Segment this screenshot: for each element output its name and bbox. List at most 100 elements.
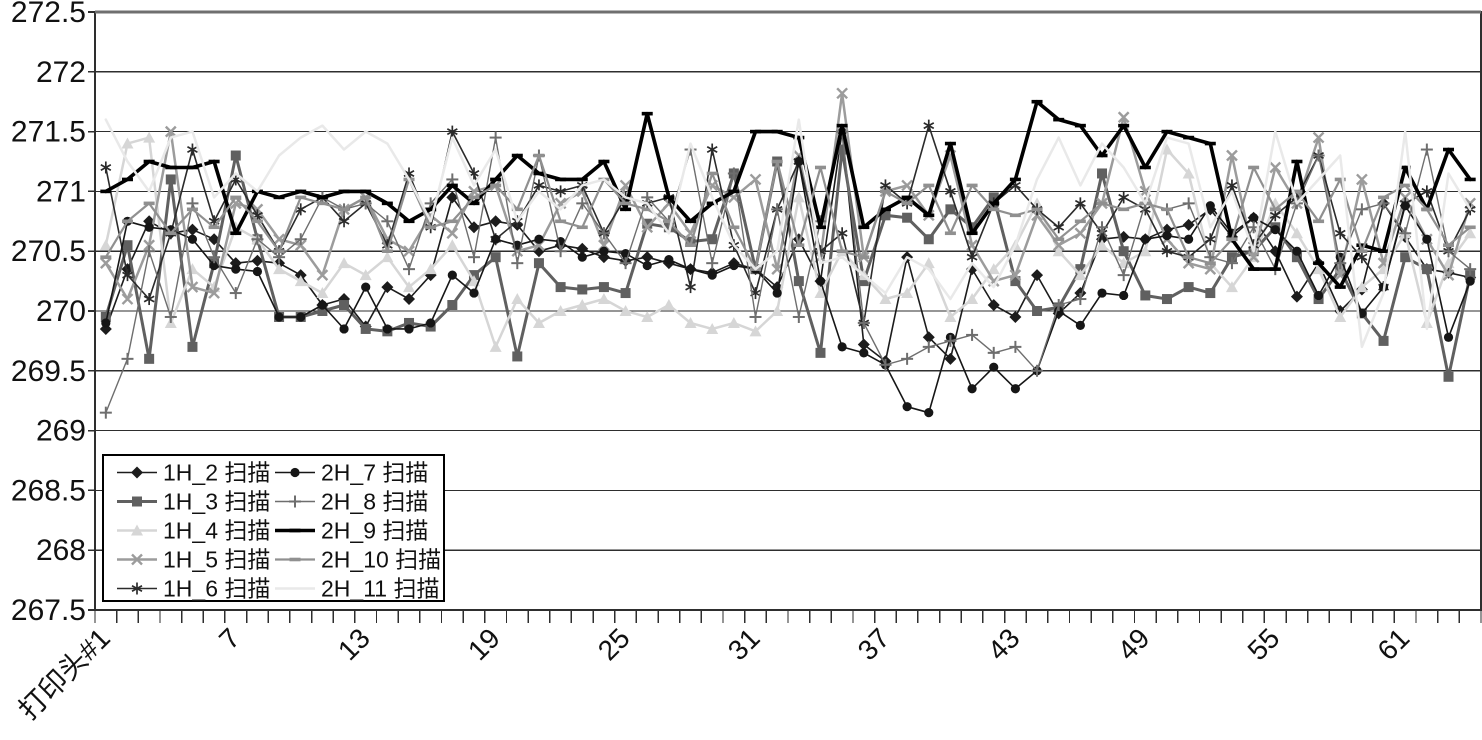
series-marker: [1031, 99, 1043, 104]
series-marker: [121, 219, 133, 224]
series-marker: [706, 322, 719, 334]
series-marker: [1182, 167, 1195, 179]
series-marker: [403, 281, 416, 293]
series-marker: [1139, 165, 1151, 170]
series-marker: [426, 318, 436, 328]
series-marker: [1096, 201, 1108, 206]
series-marker: [1334, 269, 1347, 281]
x-axis-tick-label: 13: [332, 622, 376, 666]
series-marker: [620, 207, 632, 212]
series-marker: [186, 223, 199, 236]
legend-label: 1H_6 扫描: [163, 576, 270, 602]
series-marker: [208, 225, 220, 230]
series-marker: [1269, 211, 1281, 219]
series-marker: [187, 146, 198, 154]
series-marker: [490, 177, 502, 182]
series-marker: [274, 312, 284, 322]
series-marker: [706, 171, 718, 176]
series-marker: [316, 287, 329, 299]
series-marker: [945, 204, 956, 215]
series-marker: [511, 207, 523, 212]
legend-label: 2H_7 扫描: [321, 460, 428, 486]
series-marker: [685, 243, 697, 248]
series-marker: [707, 234, 718, 245]
series-marker: [1119, 290, 1129, 301]
series-marker: [814, 225, 826, 230]
series-marker: [555, 177, 567, 182]
series-marker: [1074, 227, 1087, 240]
series-marker: [187, 234, 198, 244]
series-marker: [231, 264, 241, 274]
legend-entry: 1H_5 扫描: [117, 547, 270, 573]
series-marker: [967, 384, 977, 394]
x-axis-tick-label: 49: [1112, 622, 1156, 666]
series-marker: [295, 205, 307, 213]
series-marker: [880, 210, 891, 221]
series-marker: [750, 129, 762, 134]
series-marker: [706, 146, 718, 154]
series-marker: [1356, 249, 1368, 253]
series-marker: [1075, 320, 1085, 330]
series-marker: [1378, 335, 1389, 346]
series-marker: [1031, 207, 1043, 212]
series-marker: [511, 293, 524, 305]
series-marker: [1009, 310, 1022, 323]
series-marker: [446, 128, 458, 136]
series-marker: [792, 191, 805, 203]
series-marker: [923, 183, 935, 188]
series-marker: [186, 207, 198, 212]
series-marker: [208, 287, 220, 299]
series-marker: [338, 257, 351, 269]
series-marker: [944, 310, 957, 322]
series-marker: [447, 300, 458, 311]
y-axis-tick-label: 271.5: [11, 116, 86, 149]
legend-entry: 1H_4 扫描: [117, 518, 270, 544]
series-marker: [620, 288, 631, 299]
series-marker: [1334, 177, 1346, 182]
series-marker: [131, 524, 143, 536]
series-marker: [1118, 246, 1129, 257]
series-marker: [339, 300, 350, 311]
series-marker: [425, 225, 437, 230]
series-marker: [165, 174, 176, 185]
series-marker: [100, 311, 111, 322]
series-marker: [902, 212, 913, 223]
series-marker: [576, 242, 589, 255]
series-marker: [923, 234, 934, 245]
series-marker: [1074, 269, 1087, 281]
series-marker: [598, 159, 610, 164]
series-marker: [1009, 177, 1021, 182]
series-marker: [663, 195, 675, 200]
series-marker: [1312, 263, 1325, 275]
series-marker: [1312, 131, 1325, 144]
series-marker: [642, 260, 652, 271]
series-marker: [467, 275, 480, 287]
series-marker: [576, 177, 588, 182]
series-marker: [490, 252, 501, 263]
series-marker: [814, 287, 827, 299]
legend-label: 2H_10 扫描: [321, 547, 441, 573]
series-marker: [404, 317, 415, 328]
series-marker: [599, 246, 609, 256]
series-marker: [230, 150, 241, 161]
x-axis-tick-label: 61: [1371, 622, 1415, 666]
legend-entry: 2H_7 扫描: [275, 460, 428, 486]
series-marker: [1421, 264, 1432, 275]
legend-entry: 1H_2 扫描: [117, 460, 270, 486]
series-marker: [1118, 193, 1130, 201]
series-marker: [1269, 267, 1281, 271]
series-marker: [1074, 219, 1086, 224]
series-marker: [360, 189, 372, 194]
series-marker: [252, 266, 263, 277]
series-marker: [532, 316, 545, 328]
series-marker: [729, 260, 739, 271]
y-axis-tick-label: 272.5: [11, 0, 86, 29]
series-marker: [1009, 269, 1022, 281]
series-marker: [966, 231, 978, 236]
series-marker: [295, 195, 307, 200]
legend-entry: 1H_3 扫描: [117, 489, 270, 515]
series-marker: [859, 348, 869, 358]
series-marker: [901, 201, 913, 206]
series-marker: [1443, 147, 1455, 152]
series-marker: [208, 159, 220, 164]
